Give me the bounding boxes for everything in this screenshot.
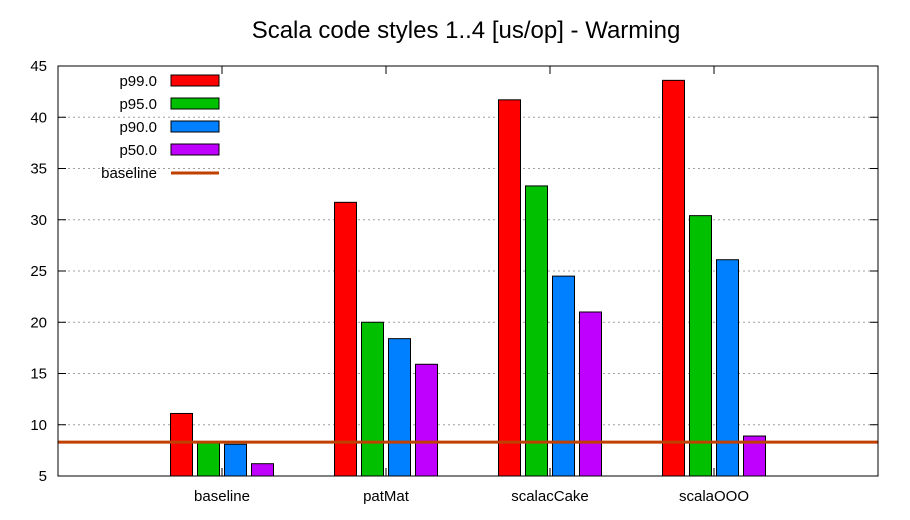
bar-p99.0-scalaOOO [662, 79, 685, 477]
bar-p95.0-patMat [361, 321, 384, 477]
y-tick-label: 40 [30, 109, 47, 126]
bars [170, 79, 766, 477]
y-tick-label: 35 [30, 161, 47, 178]
legend: p99.0 p95.0 p90.0 p50.0 baseline [101, 73, 220, 182]
bar-p90.0-baseline [224, 443, 247, 477]
y-tick-label: 45 [30, 58, 47, 75]
bar-p99.0-patMat [334, 201, 357, 477]
bar-p95.0-baseline [197, 441, 220, 477]
y-tick-label: 20 [30, 314, 47, 331]
bar-p50.0-scalacCake [579, 311, 602, 477]
legend-label: p90.0 [119, 119, 157, 136]
x-tick-label: baseline [194, 488, 250, 505]
legend-label: baseline [101, 165, 157, 182]
gridlines [58, 116, 878, 426]
x-tick-label: scalacCake [511, 488, 589, 505]
y-tick-label: 5 [39, 468, 47, 485]
legend-swatch-p90.0 [170, 120, 220, 133]
y-tick-label: 25 [30, 263, 47, 280]
y-tick-label: 30 [30, 212, 47, 229]
y-axis-ticks: 5 10 15 20 25 30 35 40 45 [30, 58, 878, 485]
y-tick-label: 15 [30, 366, 47, 383]
bar-p95.0-scalacCake [525, 185, 548, 477]
x-tick-label: patMat [363, 488, 410, 505]
bar-p90.0-scalacCake [552, 275, 575, 477]
x-axis-ticks: baseline patMat scalacCake scalaOOO [194, 66, 749, 505]
chart-title: Scala code styles 1..4 [us/op] - Warming [252, 17, 681, 44]
bar-p99.0-baseline [170, 412, 193, 477]
x-tick-label: scalaOOO [679, 488, 749, 505]
bar-p99.0-scalacCake [498, 99, 521, 477]
bar-p90.0-patMat [388, 338, 411, 477]
legend-swatch-p99.0 [170, 74, 220, 87]
bar-p95.0-scalaOOO [689, 215, 712, 477]
legend-swatch-p95.0 [170, 97, 220, 110]
bar-p50.0-patMat [415, 363, 438, 477]
legend-label: p95.0 [119, 96, 157, 113]
legend-swatch-p50.0 [170, 143, 220, 156]
legend-label: p99.0 [119, 73, 157, 90]
legend-label: p50.0 [119, 142, 157, 159]
y-tick-label: 10 [30, 417, 47, 434]
bar-p50.0-baseline [251, 463, 274, 477]
